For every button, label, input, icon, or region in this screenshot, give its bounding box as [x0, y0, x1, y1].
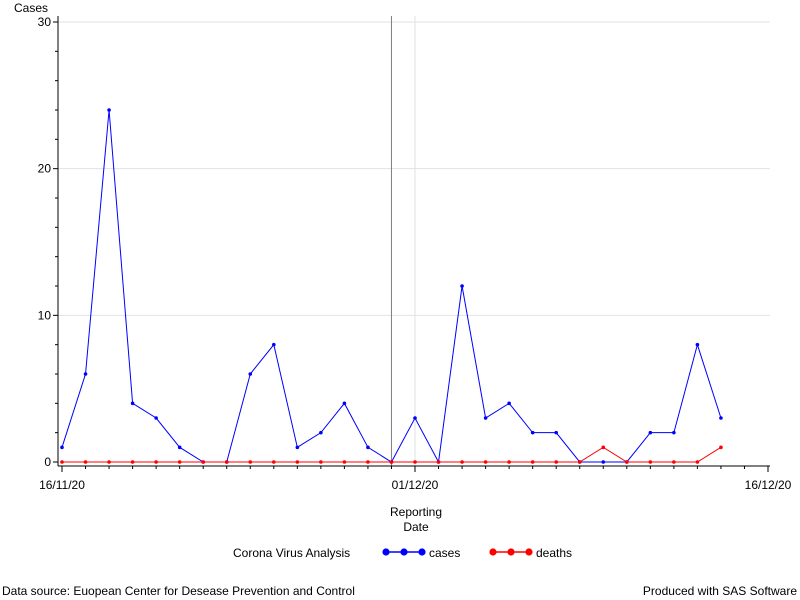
data-point-cases: [483, 416, 488, 420]
data-point-cases: [695, 342, 700, 347]
legend-entry-cases: cases: [382, 546, 460, 560]
legend-marker-deaths: [507, 548, 515, 556]
footer-credit: Produced with SAS Software: [642, 584, 797, 598]
data-point-cases: [648, 430, 653, 435]
data-point-deaths: [719, 445, 723, 450]
x-tick-label-2: 16/12/20: [745, 478, 792, 492]
data-point-deaths: [295, 460, 300, 464]
data-point-cases: [719, 416, 723, 420]
data-point-cases: [272, 342, 276, 347]
grid: [58, 16, 770, 466]
data-point-deaths: [672, 460, 676, 464]
x-tick-label-1: 01/12/20: [392, 478, 439, 492]
x-axis-label-line-1: Reporting: [390, 505, 442, 519]
legend-marker-deaths: [525, 548, 533, 556]
legend-marker-cases: [382, 548, 390, 556]
data-point-cases: [154, 416, 158, 420]
series-layer: [60, 108, 723, 464]
data-point-cases: [319, 430, 323, 435]
data-point-deaths: [530, 460, 535, 464]
legend: Corona Virus Analysis cases deaths: [233, 546, 572, 560]
legend-marker-deaths: [489, 548, 497, 556]
data-point-deaths: [413, 460, 417, 464]
legend-label-cases: cases: [429, 546, 460, 560]
x-axis-label-line-2: Date: [403, 520, 429, 534]
data-point-deaths: [507, 460, 511, 464]
data-point-deaths: [695, 460, 700, 464]
data-point-deaths: [389, 460, 394, 464]
legend-marker-cases: [418, 548, 426, 556]
x-tick-label-0: 16/11/20: [39, 478, 85, 492]
y-tick-label-30: 30: [38, 15, 52, 29]
data-point-deaths: [342, 460, 347, 464]
data-point-deaths: [554, 460, 558, 464]
y-ticks: 0 10 20 30: [38, 15, 58, 469]
data-point-deaths: [201, 460, 205, 464]
legend-label-deaths: deaths: [536, 546, 572, 560]
data-point-cases: [460, 284, 464, 288]
data-point-deaths: [177, 460, 182, 464]
data-point-cases: [366, 445, 370, 450]
legend-entries: cases deaths: [382, 546, 572, 560]
legend-title: Corona Virus Analysis: [233, 546, 350, 560]
data-point-deaths: [577, 460, 582, 464]
legend-entry-deaths: deaths: [489, 546, 572, 560]
data-point-deaths: [601, 445, 606, 450]
data-point-deaths: [60, 460, 64, 464]
data-point-cases: [601, 460, 606, 464]
data-point-cases: [507, 401, 511, 406]
y-tick-label-10: 10: [38, 308, 52, 322]
data-point-deaths: [224, 460, 229, 464]
x-ticks: 16/11/20 01/12/20 16/12/20: [39, 466, 792, 492]
data-point-deaths: [83, 460, 88, 464]
data-point-cases: [413, 416, 417, 420]
data-point-deaths: [436, 460, 441, 464]
data-point-cases: [177, 445, 182, 450]
chart: 0 10 20 30 16/11/20 01/12/20 16/12/20 Cases R…: [14, 1, 792, 560]
data-point-cases: [342, 401, 347, 406]
data-point-deaths: [625, 460, 629, 464]
data-point-cases: [248, 372, 253, 376]
data-point-deaths: [272, 460, 276, 464]
data-point-deaths: [130, 460, 135, 464]
y-tick-label-0: 0: [44, 455, 51, 469]
data-point-deaths: [366, 460, 370, 464]
data-point-deaths: [154, 460, 158, 464]
data-point-cases: [83, 372, 88, 376]
data-point-deaths: [648, 460, 653, 464]
data-point-cases: [107, 108, 111, 112]
data-point-cases: [60, 445, 64, 450]
y-axis-label: Cases: [14, 1, 48, 15]
y-tick-label-20: 20: [38, 162, 52, 176]
data-point-cases: [130, 401, 135, 406]
data-point-deaths: [107, 460, 111, 464]
footer-source: Data source: Euopean Center for Desease …: [2, 584, 355, 598]
data-point-cases: [672, 430, 676, 435]
data-point-deaths: [319, 460, 323, 464]
data-point-cases: [530, 430, 535, 435]
legend-marker-cases: [400, 548, 408, 556]
data-point-deaths: [460, 460, 464, 464]
series-deaths: [60, 445, 723, 464]
data-point-cases: [554, 430, 558, 435]
data-point-cases: [295, 445, 300, 450]
data-point-deaths: [483, 460, 488, 464]
data-point-deaths: [248, 460, 253, 464]
